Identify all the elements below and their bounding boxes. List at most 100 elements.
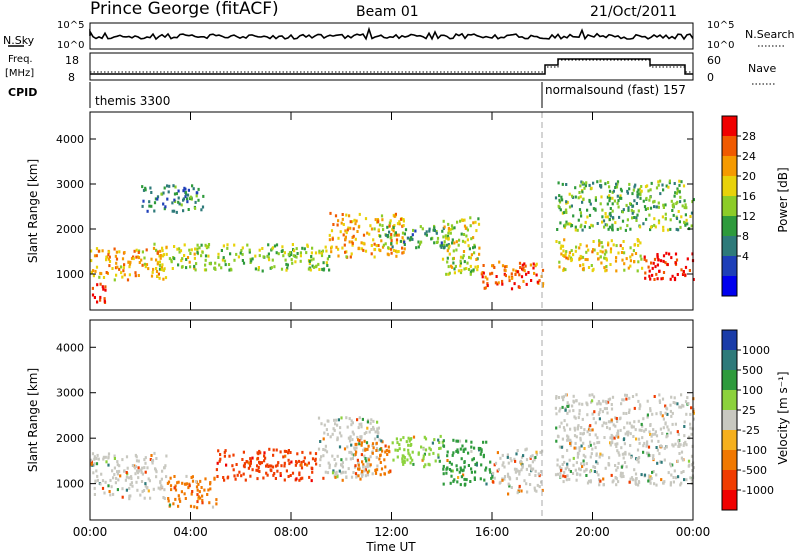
range-gate-cell bbox=[364, 465, 367, 469]
range-gate-cell bbox=[578, 409, 581, 413]
range-gate-cell bbox=[333, 428, 336, 432]
range-gate-cell bbox=[623, 268, 626, 272]
range-gate-cell bbox=[566, 401, 569, 405]
range-gate-cell bbox=[669, 464, 673, 468]
range-gate-cell bbox=[510, 272, 513, 276]
range-gate-cell bbox=[626, 430, 629, 434]
range-gate-cell bbox=[625, 203, 628, 207]
range-gate-cell bbox=[90, 462, 93, 466]
range-gate-cell bbox=[375, 449, 378, 452]
range-gate-cell bbox=[664, 411, 667, 415]
range-gate-cell bbox=[478, 246, 481, 250]
range-gate-cell bbox=[602, 399, 605, 403]
range-gate-cell bbox=[451, 469, 454, 473]
range-gate-cell bbox=[506, 455, 509, 459]
range-gate-cell bbox=[345, 255, 348, 259]
range-gate-cell bbox=[435, 230, 438, 233]
range-gate-cell bbox=[104, 285, 107, 289]
range-gate-cell bbox=[684, 400, 688, 404]
range-gate-cell bbox=[586, 413, 589, 417]
range-gate-cell bbox=[209, 262, 212, 266]
date-label: 21/Oct/2011 bbox=[590, 4, 677, 20]
range-gate-cell bbox=[600, 261, 603, 265]
range-gate-cell bbox=[93, 493, 96, 496]
range-gate-cell bbox=[616, 466, 619, 470]
range-gate-cell bbox=[380, 467, 384, 471]
range-gate-cell bbox=[345, 416, 348, 420]
range-gate-cell bbox=[148, 200, 151, 204]
range-gate-cell bbox=[567, 257, 570, 261]
range-gate-cell bbox=[314, 459, 317, 462]
range-gate-cell bbox=[438, 447, 441, 450]
range-gate-cell bbox=[371, 442, 375, 446]
range-gate-cell bbox=[342, 223, 345, 226]
range-gate-cell bbox=[90, 249, 93, 253]
noise-left-tick-top: 10^5 bbox=[57, 20, 84, 31]
range-gate-cell bbox=[373, 248, 377, 251]
range-gate-cell bbox=[630, 476, 634, 480]
range-gate-cell bbox=[311, 470, 314, 474]
range-gate-cell bbox=[318, 249, 321, 253]
range-gate-cell bbox=[121, 458, 124, 462]
range-gate-cell bbox=[628, 396, 631, 400]
range-gate-cell bbox=[219, 453, 222, 456]
range-gate-cell bbox=[115, 257, 119, 261]
range-gate-cell bbox=[598, 440, 601, 444]
range-gate-cell bbox=[230, 268, 233, 272]
range-gate-cell bbox=[689, 476, 692, 480]
range-gate-cell bbox=[574, 186, 577, 190]
range-gate-cell bbox=[431, 441, 434, 445]
range-gate-cell bbox=[108, 490, 111, 493]
range-gate-cell bbox=[462, 473, 465, 477]
range-gate-cell bbox=[320, 251, 323, 255]
colorbar-swatch bbox=[722, 236, 737, 257]
range-gate-cell bbox=[681, 273, 685, 276]
range-gate-cell bbox=[408, 453, 411, 457]
range-gate-cell bbox=[468, 247, 471, 251]
range-gate-cell bbox=[603, 225, 606, 229]
range-gate-cell bbox=[183, 186, 186, 190]
range-gate-cell bbox=[470, 467, 473, 471]
range-gate-cell bbox=[424, 437, 428, 441]
range-gate-cell bbox=[349, 255, 352, 259]
range-gate-cell bbox=[562, 398, 565, 402]
range-gate-cell bbox=[479, 477, 482, 481]
range-gate-cell bbox=[91, 286, 94, 290]
range-gate-cell bbox=[689, 426, 692, 430]
range-gate-cell bbox=[320, 455, 323, 459]
range-gate-cell bbox=[341, 213, 344, 216]
range-gate-cell bbox=[593, 470, 596, 473]
range-gate-cell bbox=[662, 481, 665, 485]
range-gate-cell bbox=[399, 438, 402, 442]
range-gate-cell bbox=[351, 438, 354, 442]
range-gate-cell bbox=[137, 476, 140, 480]
range-gate-cell bbox=[149, 186, 152, 190]
range-gate-cell bbox=[598, 239, 601, 243]
range-gate-cell bbox=[167, 499, 170, 503]
range-gate-cell bbox=[349, 220, 352, 224]
range-gate-cell bbox=[387, 246, 390, 250]
range-gate-cell bbox=[673, 276, 677, 280]
range-gate-cell bbox=[360, 247, 364, 251]
range-gate-cell bbox=[630, 208, 633, 212]
range-gate-cell bbox=[572, 214, 575, 218]
range-gate-cell bbox=[596, 180, 599, 184]
range-gate-cell bbox=[680, 481, 683, 485]
range-gate-cell bbox=[264, 456, 267, 460]
range-gate-cell bbox=[491, 264, 494, 268]
range-gate-cell bbox=[366, 465, 369, 469]
range-gate-cell bbox=[329, 211, 332, 215]
range-gate-cell bbox=[492, 480, 495, 484]
range-gate-cell bbox=[665, 184, 668, 188]
range-gate-cell bbox=[181, 481, 184, 485]
range-gate-cell bbox=[310, 258, 313, 262]
range-gate-cell bbox=[388, 221, 391, 225]
range-gate-cell bbox=[644, 271, 647, 275]
range-gate-cell bbox=[202, 194, 205, 198]
range-gate-cell bbox=[637, 188, 640, 192]
range-gate-cell bbox=[215, 498, 218, 502]
range-gate-cell bbox=[648, 198, 651, 202]
range-gate-cell bbox=[174, 488, 178, 492]
range-gate-cell bbox=[441, 229, 444, 233]
